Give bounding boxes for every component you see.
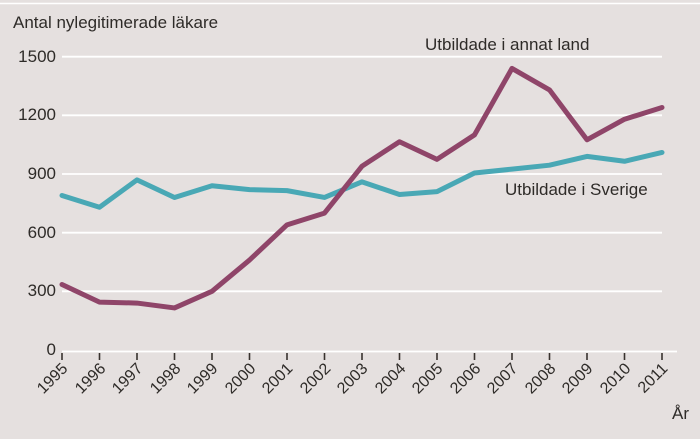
y-axis-tick-label-900: 900 — [27, 164, 56, 183]
series-line-utbildade-i-sverige — [59, 149, 665, 210]
y-axis-tick-label-1200: 1200 — [18, 105, 56, 125]
series-line-utbildade-i-annat-land — [59, 65, 665, 311]
chart-title: Antal nylegitimerade läkare — [13, 13, 219, 32]
y-axis-tick-label-600: 600 — [27, 222, 56, 242]
x-axis-title: År — [672, 404, 689, 423]
y-axis-tick-label-1500: 1500 — [18, 46, 56, 66]
y-axis-tick-label-0: 0 — [46, 340, 56, 359]
series-label-utbildade-i-annat-land: Utbildade i annat land — [425, 35, 590, 54]
y-axis-tick-label-300: 300 — [27, 281, 56, 301]
series-label-utbildade-i-sverige: Utbildade i Sverige — [505, 180, 648, 199]
